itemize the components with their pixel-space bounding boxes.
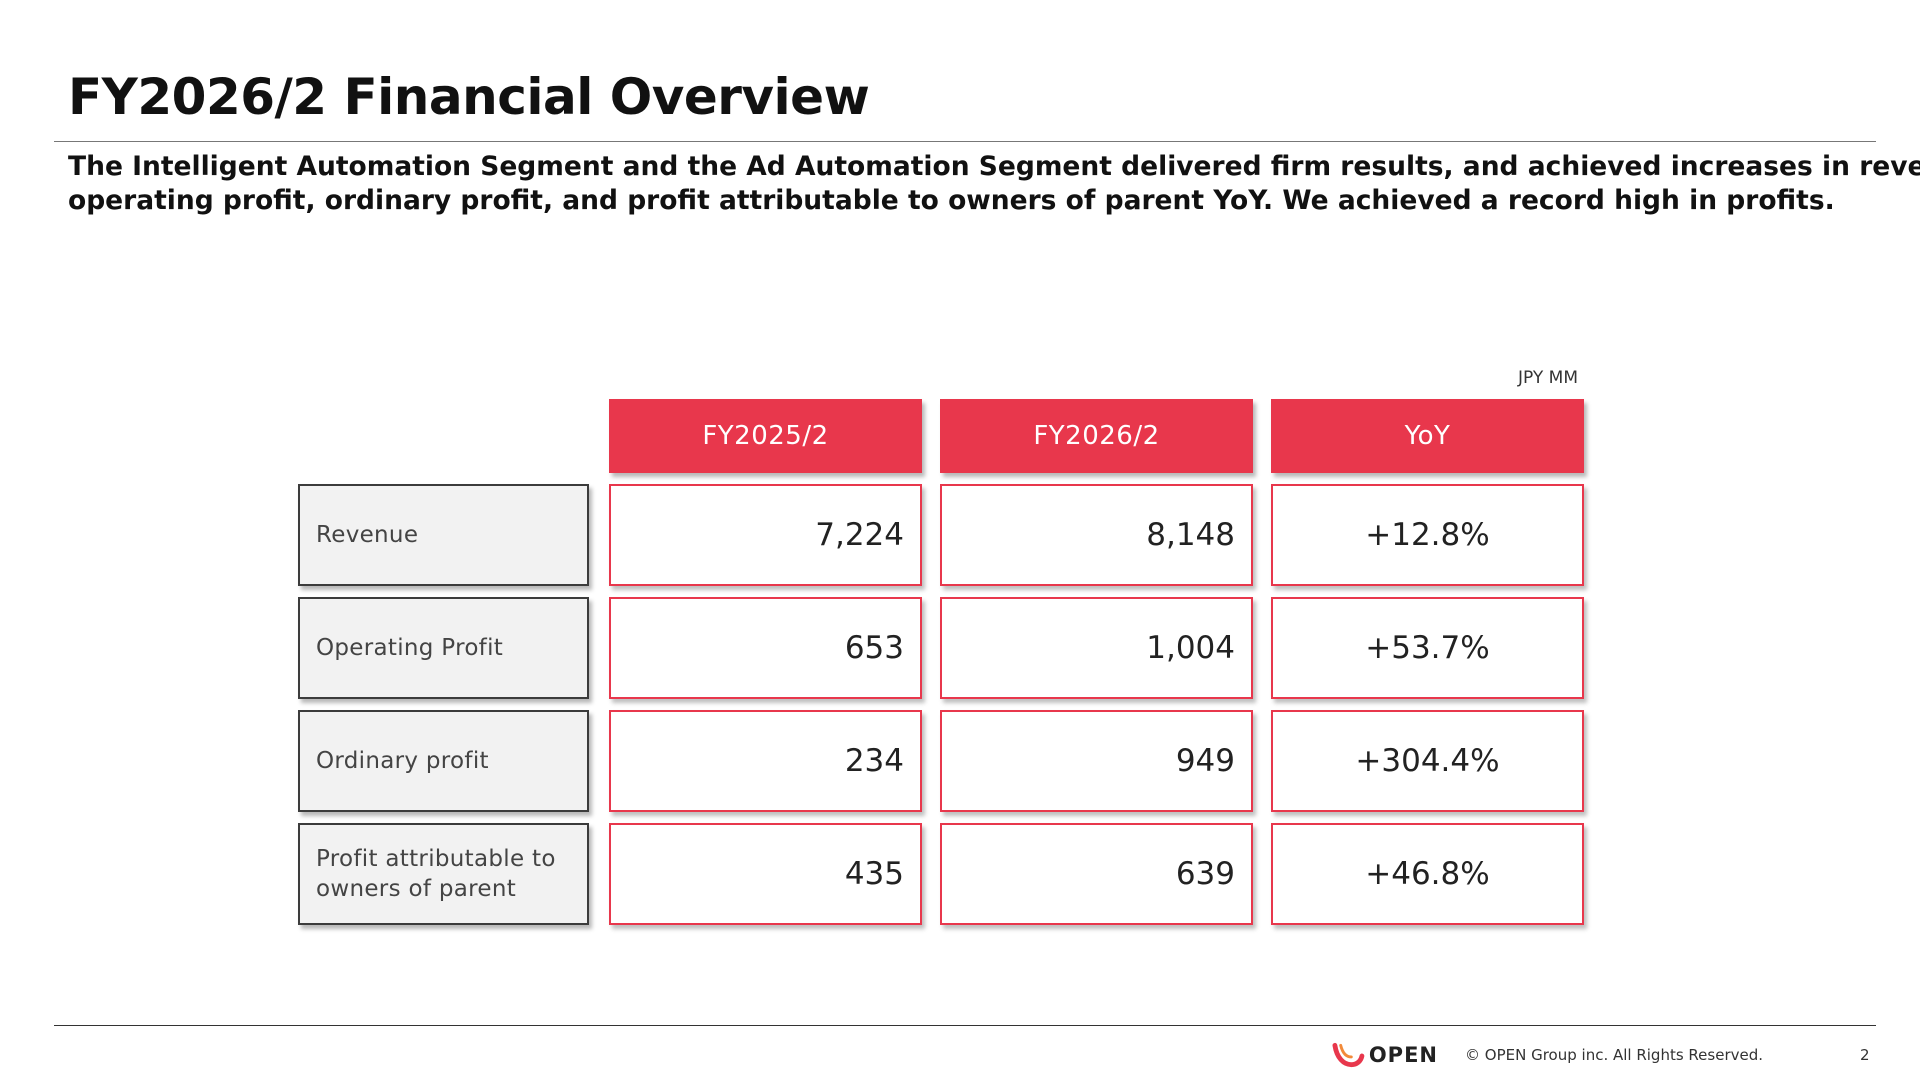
- page-title: FY2026/2 Financial Overview: [68, 68, 870, 126]
- revenue-yoy-value: +12.8%: [1271, 484, 1584, 586]
- company-logo: OPEN: [1332, 1042, 1438, 1068]
- summary-line-1: The Intelligent Automation Segment and t…: [68, 151, 1920, 182]
- row-label-ordinary-profit: Ordinary profit: [298, 710, 589, 812]
- summary-text: The Intelligent Automation Segment and t…: [68, 150, 1920, 218]
- operating-profit-yoy-value: +53.7%: [1271, 597, 1584, 699]
- unit-label: JPY MM: [1517, 368, 1578, 388]
- footer-divider: [54, 1025, 1876, 1026]
- logo-text: OPEN: [1368, 1043, 1438, 1067]
- row-label-revenue: Revenue: [298, 484, 589, 586]
- operating-profit-fy2025-value: 653: [609, 597, 922, 699]
- copyright-text: © OPEN Group inc. All Rights Reserved.: [1465, 1046, 1764, 1064]
- open-logo-icon: [1332, 1042, 1365, 1068]
- header-fy2025: FY2025/2: [609, 399, 922, 473]
- operating-profit-fy2026-value: 1,004: [940, 597, 1253, 699]
- ordinary-profit-yoy-value: +304.4%: [1271, 710, 1584, 812]
- header-yoy: YoY: [1271, 399, 1584, 473]
- revenue-fy2025-value: 7,224: [609, 484, 922, 586]
- summary-line-2: operating profit, ordinary profit, and p…: [68, 185, 1835, 216]
- header-fy2026: FY2026/2: [940, 399, 1253, 473]
- profit-attributable-yoy-value: +46.8%: [1271, 823, 1584, 925]
- revenue-fy2026-value: 8,148: [940, 484, 1253, 586]
- ordinary-profit-fy2026-value: 949: [940, 710, 1253, 812]
- page-number: 2: [1860, 1046, 1870, 1064]
- profit-attributable-fy2026-value: 639: [940, 823, 1253, 925]
- ordinary-profit-fy2025-value: 234: [609, 710, 922, 812]
- profit-attributable-fy2025-value: 435: [609, 823, 922, 925]
- row-label-profit-attributable: Profit attributable to owners of parent: [298, 823, 589, 925]
- title-divider: [54, 141, 1876, 142]
- row-label-operating-profit: Operating Profit: [298, 597, 589, 699]
